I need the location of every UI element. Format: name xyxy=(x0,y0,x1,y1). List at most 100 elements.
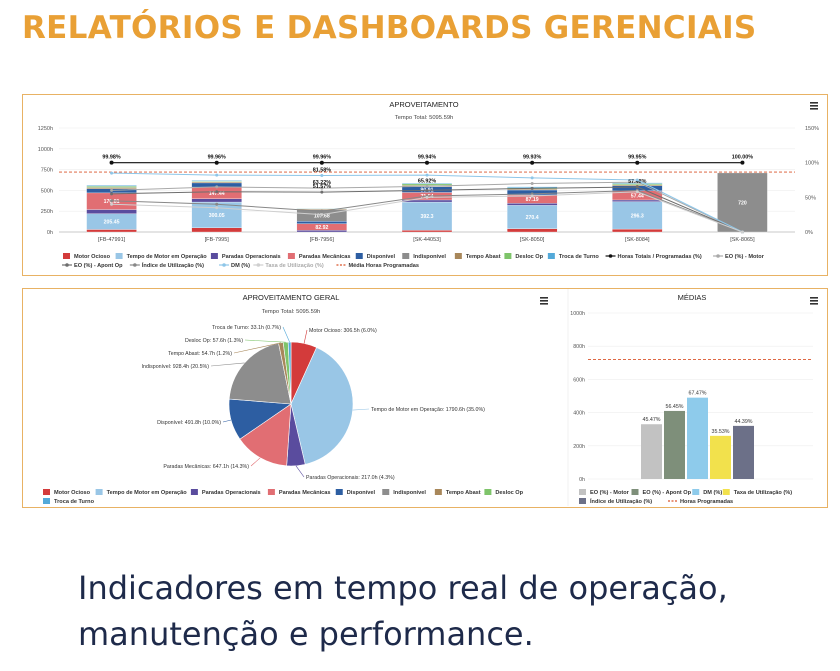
bar-troca-de-turno[interactable] xyxy=(401,182,453,185)
pie-menu-icon[interactable] xyxy=(540,297,548,305)
bar-motor-ocioso[interactable] xyxy=(401,230,453,233)
line-point[interactable] xyxy=(740,230,744,234)
pie-legend-item-paradas-mecanicas[interactable]: Paradas Mecânicas xyxy=(267,489,331,496)
line-point[interactable] xyxy=(110,199,114,203)
line-point[interactable] xyxy=(425,173,429,177)
legend-item-desloc-op[interactable]: Desloc Op xyxy=(504,253,544,260)
legend-item-indice-de-utilizacao[interactable]: Índice de Utilização (%) xyxy=(129,261,204,269)
line-point[interactable] xyxy=(635,185,639,189)
legend-item-indisponivel[interactable]: Indisponível xyxy=(402,253,446,260)
bar-troca-de-turno[interactable] xyxy=(86,185,137,187)
chart-menu-icon[interactable] xyxy=(810,102,818,110)
line-point[interactable] xyxy=(530,186,534,190)
line-point[interactable] xyxy=(425,188,429,192)
medias-legend-item-eo-motor[interactable]: EO (%) - Motor xyxy=(579,489,630,496)
legend-item-troca-de-turno[interactable]: Troca de Turno xyxy=(547,253,600,260)
line-point[interactable] xyxy=(215,202,219,206)
pie-legend-item-motor-ocioso[interactable]: Motor Ocioso xyxy=(43,489,91,496)
line-point[interactable] xyxy=(214,160,219,165)
menu-line xyxy=(810,105,818,107)
medias-bar-dm[interactable] xyxy=(687,397,708,479)
bar-data-label: 205.45 xyxy=(104,220,120,226)
medias-legend-item-dm[interactable]: DM (%) xyxy=(692,489,722,496)
line-point[interactable] xyxy=(530,192,534,196)
bar-tempo-de-motor-em-operacao[interactable] xyxy=(401,201,453,231)
legend-item-taxa-de-utilizacao[interactable]: Taxa de Utilização (%) xyxy=(253,263,324,269)
medias-legend-item-eo-apont-op[interactable]: EO (%) - Apont Op xyxy=(631,489,692,496)
line-point[interactable] xyxy=(215,185,219,189)
legend-item-disponivel[interactable]: Disponível xyxy=(355,253,396,260)
line-point[interactable] xyxy=(110,171,114,175)
line-point[interactable] xyxy=(110,202,114,206)
line-point[interactable] xyxy=(635,160,640,165)
bar-paradas-operacionais[interactable] xyxy=(191,198,242,203)
line-point[interactable] xyxy=(530,181,534,185)
line-point[interactable] xyxy=(425,195,429,199)
bar-indisponivel[interactable] xyxy=(717,172,768,233)
line-point[interactable] xyxy=(110,192,114,196)
line-point[interactable] xyxy=(530,160,535,165)
legend-item-eo-apont-op[interactable]: EO (%) - Apont Op xyxy=(62,263,123,269)
line-point[interactable] xyxy=(320,173,324,177)
line-point[interactable] xyxy=(530,194,534,198)
medias-bar-indice-de-utilizacao[interactable] xyxy=(733,425,754,479)
medias-bar-eo-motor[interactable] xyxy=(641,424,662,479)
legend-item-horas-totais-programadas[interactable]: Horas Totais / Programadas (%) xyxy=(605,254,702,260)
bar-paradas-operacionais[interactable] xyxy=(506,203,558,206)
legend-label: Motor Ocioso xyxy=(74,254,111,260)
medias-menu-icon[interactable] xyxy=(810,297,818,305)
line-point[interactable] xyxy=(530,176,534,180)
legend-swatch xyxy=(579,498,586,504)
line-point[interactable] xyxy=(320,190,324,194)
pie-legend-item-tempo-abast[interactable]: Tempo Abast xyxy=(434,489,481,496)
bar-disponivel[interactable] xyxy=(296,221,348,224)
legend-marker xyxy=(256,263,261,267)
line-point[interactable] xyxy=(425,184,429,188)
pie-legend-item-indisponivel[interactable]: Indisponível xyxy=(382,489,426,496)
legend-item-paradas-mecanicas[interactable]: Paradas Mecânicas xyxy=(287,253,351,260)
line-point[interactable] xyxy=(319,160,324,165)
line-point[interactable] xyxy=(215,173,219,177)
medias-legend-item-indice-de-utilizacao[interactable]: Índice de Utilização (%) xyxy=(579,497,652,505)
legend-item-motor-ocioso[interactable]: Motor Ocioso xyxy=(63,253,111,260)
medias-bar-taxa-de-utilizacao[interactable] xyxy=(710,435,731,479)
bar-motor-ocioso[interactable] xyxy=(86,229,137,233)
line-point[interactable] xyxy=(320,213,324,217)
line-point[interactable] xyxy=(635,190,639,194)
medias-legend-item-horas-programadas[interactable]: Horas Programadas xyxy=(668,499,733,505)
line-point[interactable] xyxy=(320,209,324,213)
pie-legend-item-paradas-operacionais[interactable]: Paradas Operacionais xyxy=(190,489,261,496)
legend-item-media-horas-programadas[interactable]: Média Horas Programadas xyxy=(336,263,419,269)
legend-item-tempo-abast[interactable]: Tempo Abast xyxy=(454,253,501,260)
pie-legend-item-troca-de-turno[interactable]: Troca de Turno xyxy=(43,498,95,505)
pie-slice-paradas-mecanicas[interactable] xyxy=(239,403,292,467)
bar-tempo-abast[interactable] xyxy=(86,187,137,189)
line-point[interactable] xyxy=(215,206,219,210)
line-point[interactable] xyxy=(635,178,639,182)
legend-item-dm[interactable]: DM (%) xyxy=(219,263,250,269)
pie-legend-item-desloc-op[interactable]: Desloc Op xyxy=(484,489,524,496)
line-point[interactable] xyxy=(110,188,114,192)
bar-paradas-operacionais[interactable] xyxy=(612,199,663,202)
line-point[interactable] xyxy=(740,160,745,165)
medias-bar-eo-apont-op[interactable] xyxy=(664,410,685,479)
bar-motor-ocioso[interactable] xyxy=(506,228,558,233)
line-point[interactable] xyxy=(109,160,114,165)
medias-legend-item-taxa-de-utilizacao[interactable]: Taxa de Utilização (%) xyxy=(722,489,792,496)
legend-item-tempo-de-motor-em-operacao[interactable]: Tempo de Motor em Operação xyxy=(115,253,208,260)
line-point[interactable] xyxy=(635,180,639,184)
bar-paradas-operacionais[interactable] xyxy=(86,209,137,214)
legend-item-eo-motor[interactable]: EO (%) - Motor xyxy=(713,254,765,260)
pie-slice-troca-de-turno[interactable] xyxy=(287,341,292,405)
pie-legend-item-disponivel[interactable]: Disponível xyxy=(335,489,376,496)
line-point[interactable] xyxy=(425,160,429,165)
bar-tempo-de-motor-em-operacao[interactable] xyxy=(612,201,663,230)
legend-item-paradas-operacionais[interactable]: Paradas Operacionais xyxy=(210,253,281,260)
bar-troca-de-turno[interactable] xyxy=(191,180,242,182)
bar-motor-ocioso[interactable] xyxy=(612,228,663,233)
bar-motor-ocioso[interactable] xyxy=(191,227,242,233)
bar-desloc-op[interactable] xyxy=(86,186,137,188)
pie-legend-item-tempo-de-motor-em-operacao[interactable]: Tempo de Motor em Operação xyxy=(95,489,188,496)
line-point[interactable] xyxy=(215,190,219,194)
line-point[interactable] xyxy=(320,186,324,190)
